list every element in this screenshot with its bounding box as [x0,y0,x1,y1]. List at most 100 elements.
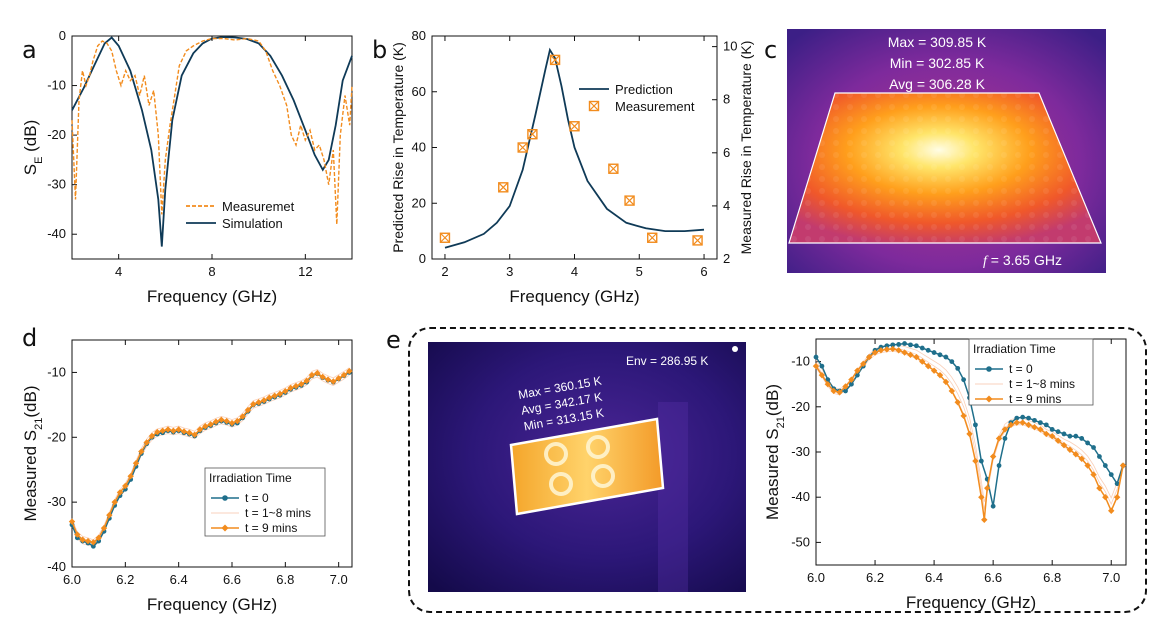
marker-t9 [303,377,310,385]
x-tick-label: 4 [571,264,578,279]
x-axis-label: Frequency (GHz) [147,287,277,306]
legend-label: Measurement [615,99,695,114]
measurement-marker [498,182,509,193]
measurement-marker [439,232,451,243]
legend-label: Prediction [615,82,673,97]
marker-t0 [1061,431,1067,437]
axes-frame [71,339,353,568]
y-axis-label-left: Predicted Rise in Temperature (K) [390,42,406,253]
marker-t9 [1108,507,1115,514]
measurement-marker [527,129,538,140]
marker-t0 [1108,472,1114,477]
chart-d: 6.0 6.2 6.4 6.6 6.8 7.0 -10 -20 -30 -40 Frequency … [21,339,353,614]
chart-a: 4 8 12 0 -10 -20 -30 -40 Frequency (GHz) SE (dB) M… [21,28,353,306]
x-tick-label: 6 [700,264,707,279]
thermal-c-frequency: f = 3.65 GHz [983,252,1062,269]
y-tick-label: -20 [47,429,66,444]
marker-t9 [122,482,129,490]
marker-t9 [936,371,944,379]
thermal-c-max: Max = 309.85 K [888,34,987,50]
marker-t9 [954,399,961,406]
x-tick-label: 6.6 [984,570,1002,585]
legend-label: t = 1~8 mins [1009,377,1075,391]
marker-t9 [292,382,300,390]
marker-t0 [961,377,967,383]
legend-marker [986,366,992,372]
marker-t9 [966,430,973,438]
measurement-marker [569,121,580,132]
marker-t0 [843,388,848,394]
measurement-marker [692,235,703,246]
marker-t0 [908,342,913,348]
marker-t0 [1055,429,1061,435]
x-tick-label: 7.0 [330,572,348,587]
thermal-c-min: Min = 302.85 K [890,55,985,71]
legend-marker [985,395,993,403]
marker-t0 [1020,414,1026,420]
legend-label: t = 9 mins [1009,392,1061,406]
marker-t0 [1043,422,1049,428]
thermal-image-c: Max = 309.85 K Min = 302.85 K Avg = 306.… [787,29,1106,273]
y-axis-label: Measured S21(dB) [21,385,45,521]
marker-t9 [218,416,225,423]
marker-t9 [335,375,342,382]
x-tick-label: 7.0 [1102,570,1120,585]
marker-t0 [825,377,831,383]
marker-t9 [319,373,326,381]
y-tick-label: -30 [791,444,810,459]
x-tick-label: 6.0 [807,570,825,585]
marker-t9 [930,367,938,374]
marker-t9 [1031,423,1038,431]
marker-t0 [1114,481,1120,487]
marker-t9 [239,413,246,420]
marker-t9 [981,516,988,523]
x-axis-label: Frequency (GHz) [147,595,277,614]
marker-t0 [854,372,860,378]
marker-t0 [1037,420,1043,426]
marker-t0 [1091,445,1096,450]
marker-t0 [1102,463,1108,468]
y-tick-label: -20 [791,399,810,414]
marker-t0 [1079,436,1085,441]
legend: Prediction Measurement [579,82,695,114]
y-tick-label: -20 [47,127,66,142]
panel-letter-b: b [372,36,388,64]
legend-title: Irradiation Time [973,342,1056,356]
marker-t9 [143,439,150,446]
measurement-marker [608,163,619,174]
series-prediction [444,47,705,249]
y-tick-label-right: 8 [723,92,730,107]
legend-label: Simulation [222,216,283,231]
marker-t9 [960,412,967,420]
x-tick-label: 5 [636,264,643,279]
marker-t9 [913,353,920,361]
x-tick-label: 6.4 [170,572,188,587]
marker-t0 [896,342,902,347]
y-tick-label: -50 [791,534,810,549]
y-tick-label: -10 [47,364,66,379]
y-tick-label-right: 6 [723,145,730,160]
y-tick-label: 20 [412,195,426,210]
marker-t0 [884,343,890,349]
marker-t9 [276,390,284,398]
marker-t0 [1067,433,1073,439]
marker-t9 [207,421,214,428]
y-tick-label-right: 4 [723,198,730,213]
series-measuremet [71,37,353,225]
marker-t9 [812,362,820,370]
marker-t9 [1054,437,1062,444]
y-axis-label: Measured S21(dB) [763,384,787,520]
marker-t9 [164,426,172,433]
marker-t9 [212,418,220,425]
panel-e-dashed-frame [408,327,1147,613]
marker-t9 [907,351,914,359]
marker-t0 [949,359,955,364]
x-tick-label: 6.4 [925,570,943,585]
marker-t0 [978,458,984,464]
y-tick-label: -30 [47,494,66,509]
marker-t0 [943,354,949,360]
marker-t9 [298,380,305,388]
y-tick-label: -10 [791,354,810,369]
marker-t0 [819,363,825,369]
